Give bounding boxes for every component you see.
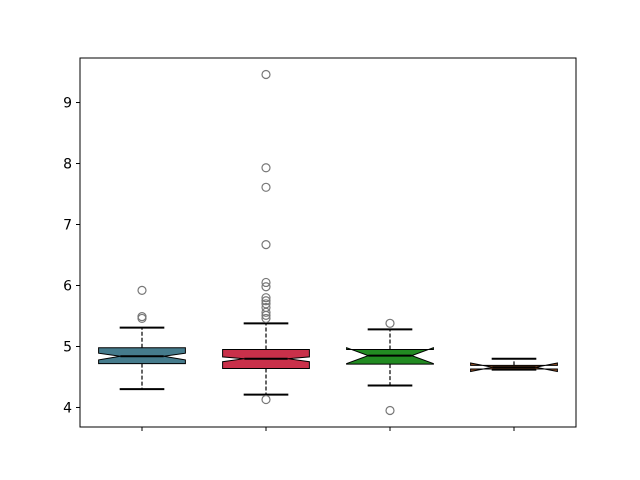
outlier-point xyxy=(137,285,147,295)
outlier-point xyxy=(261,163,271,173)
box-3 xyxy=(346,318,434,416)
box-1 xyxy=(98,285,186,391)
y-tick-label: 8 xyxy=(63,157,72,173)
outlier-point xyxy=(261,240,271,250)
axes-frame xyxy=(79,57,577,428)
outlier-point xyxy=(261,182,271,192)
outlier-point xyxy=(385,318,395,328)
outlier-point xyxy=(261,293,271,303)
outlier-point xyxy=(261,313,271,324)
y-tick-label: 5 xyxy=(63,339,72,355)
y-tick-label: 9 xyxy=(63,96,72,112)
box-2 xyxy=(222,69,310,405)
outlier-point xyxy=(261,69,271,80)
outlier-point xyxy=(137,313,147,324)
outlier-point xyxy=(261,282,271,292)
box-4 xyxy=(470,357,558,373)
outlier-point xyxy=(261,307,271,317)
outlier-point xyxy=(261,310,271,320)
outlier-point xyxy=(261,296,271,306)
y-tick-label: 7 xyxy=(63,218,72,234)
y-tick-label: 6 xyxy=(63,278,72,294)
outlier-point xyxy=(385,405,395,416)
y-tick-label: 4 xyxy=(63,400,72,416)
outlier-point xyxy=(261,277,271,288)
outlier-point xyxy=(261,394,271,405)
